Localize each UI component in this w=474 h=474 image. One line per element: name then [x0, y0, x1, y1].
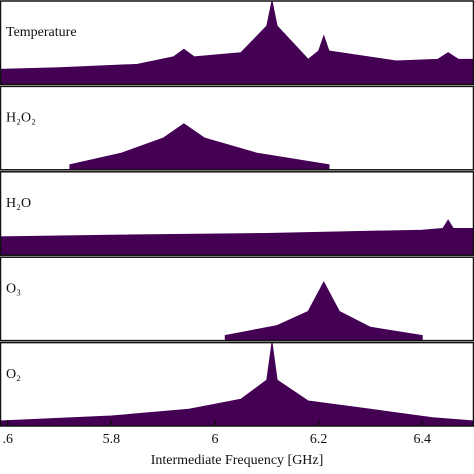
panel-label: O₂ [6, 367, 21, 382]
x-tick-label: 6.2 [310, 432, 328, 447]
panel-label: H₂O₂ [6, 111, 36, 126]
panel-label: H₂O [6, 196, 31, 211]
x-tick-label: .6 [3, 432, 14, 447]
spectrum-area [0, 0, 474, 85]
x-tick-label: 6 [211, 432, 218, 447]
x-tick-label: 5.8 [103, 432, 121, 447]
x-tick-label: 6.4 [413, 432, 431, 447]
panel-label: Temperature [6, 25, 77, 40]
spectrum-area [0, 342, 474, 427]
spectrum-area [0, 219, 474, 256]
panel-label: O₃ [6, 281, 21, 296]
x-axis-label: Intermediate Frequency [GHz] [151, 453, 324, 468]
panel-frame [0, 256, 474, 342]
spectrum-area [224, 281, 423, 342]
spectrum-area [69, 123, 330, 171]
